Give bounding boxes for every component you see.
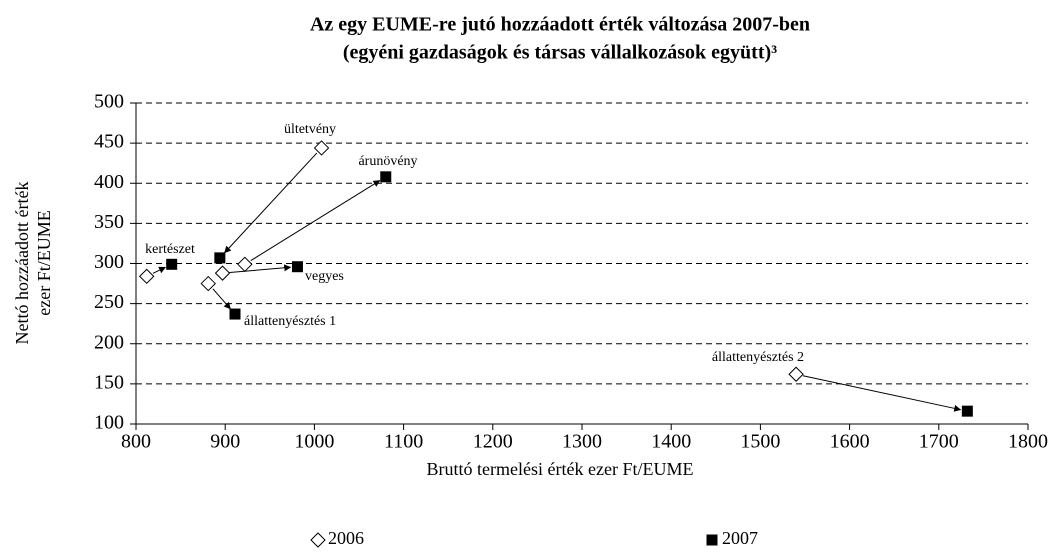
point	[961, 405, 973, 417]
y-tick-label: 200	[94, 331, 124, 353]
x-tick-label: 1700	[919, 431, 959, 453]
point-label: állattenyésztés 1	[244, 314, 336, 329]
arrow	[250, 180, 381, 262]
legend-marker	[706, 534, 718, 546]
x-tick-label: 1600	[830, 431, 870, 453]
point	[214, 252, 226, 264]
y-axis-label: ezer Ft/EUME	[34, 210, 54, 315]
chart-title: Az egy EUME-re jutó hozzáadott érték vál…	[310, 14, 810, 36]
x-tick-label: 1500	[740, 431, 780, 453]
y-tick-label: 450	[94, 131, 124, 153]
point	[214, 265, 231, 281]
x-axis-label: Bruttó termelési érték ezer Ft/EUME	[427, 459, 694, 479]
point-label: ültetvény	[284, 122, 336, 137]
arrow	[224, 152, 318, 254]
y-tick-label: 100	[94, 412, 124, 434]
point-label: állattenyésztés 2	[712, 350, 804, 365]
x-tick-label: 1000	[294, 431, 334, 453]
x-tick-label: 800	[121, 431, 151, 453]
point-label: vegyes	[305, 269, 344, 284]
point	[788, 366, 804, 382]
x-tick-label: 1100	[384, 431, 423, 453]
y-tick-label: 250	[94, 291, 124, 313]
arrow	[152, 266, 167, 274]
x-tick-label: 1200	[473, 431, 513, 453]
y-tick-label: 300	[94, 251, 124, 273]
x-tick-label: 1400	[651, 431, 691, 453]
x-tick-label: 900	[210, 431, 240, 453]
point-label: kertészet	[145, 242, 195, 257]
x-tick-label: 1800	[1008, 431, 1048, 453]
arrow	[212, 288, 231, 310]
y-tick-label: 500	[94, 91, 124, 113]
point	[313, 140, 330, 156]
point	[380, 171, 392, 183]
legend-marker	[310, 532, 326, 548]
chart-subtitle: (egyéni gazdaságok és társas vállalkozás…	[343, 42, 777, 64]
point	[138, 268, 155, 285]
point	[229, 308, 241, 320]
x-tick-label: 1300	[562, 431, 602, 453]
point	[200, 275, 216, 292]
arrow	[229, 264, 292, 274]
y-tick-label: 150	[94, 371, 124, 393]
point	[291, 261, 303, 273]
point	[166, 258, 178, 270]
y-tick-label: 350	[94, 211, 124, 233]
legend-label: 2006	[328, 528, 364, 548]
arrow	[802, 375, 962, 412]
y-axis-label: Nettó hozzáadott érték	[12, 182, 32, 345]
y-tick-label: 400	[94, 171, 124, 193]
point-label: árunövény	[358, 154, 417, 169]
point	[237, 256, 253, 273]
legend-label: 2007	[722, 528, 758, 548]
